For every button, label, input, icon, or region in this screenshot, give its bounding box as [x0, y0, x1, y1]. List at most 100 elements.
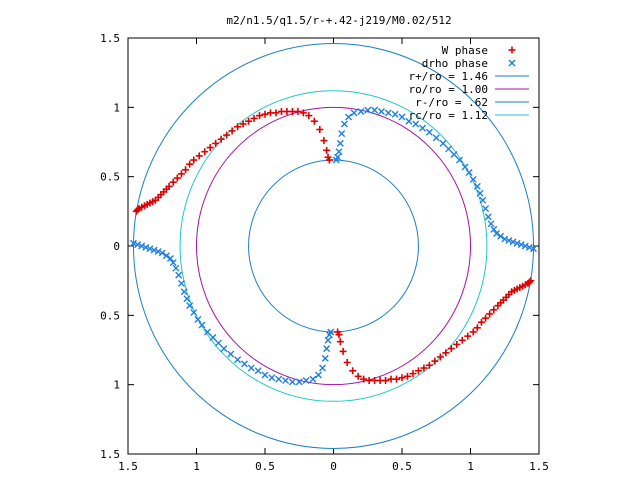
drho-phase-point — [261, 371, 269, 379]
y-tick-label: 1 — [113, 379, 120, 392]
w-phase-point — [234, 123, 242, 131]
w-phase-point — [173, 174, 181, 182]
w-phase-point — [325, 156, 333, 164]
w-phase-point — [316, 126, 324, 134]
drho-phase-point — [391, 110, 399, 118]
legend-label: rc/ro = 1.12 — [409, 109, 488, 122]
w-phase-point — [477, 318, 485, 326]
w-phase-point — [305, 112, 313, 120]
drho-phase-point — [172, 264, 180, 272]
circle-1 — [196, 106, 471, 386]
drho-phase-point — [364, 106, 372, 114]
drho-phase-point — [203, 328, 211, 336]
x-tick-label: 1 — [193, 460, 200, 473]
drho-phase-point — [282, 377, 290, 385]
drho-phase-point — [521, 242, 529, 250]
w-phase-point — [272, 109, 280, 117]
drho-phase-point — [384, 109, 392, 117]
w-phase-point — [409, 370, 417, 378]
drho-phase-point — [405, 117, 413, 125]
w-phase-point — [134, 206, 142, 214]
w-phase-point — [420, 364, 428, 372]
drho-phase-point — [476, 189, 484, 197]
drho-phase-point — [162, 252, 170, 260]
w-phase-point — [494, 302, 502, 310]
w-phase-point — [323, 146, 331, 154]
drho-phase-point — [357, 107, 365, 115]
w-phase-point — [469, 328, 477, 336]
drho-phase-point — [345, 113, 353, 121]
drho-phase-point — [425, 128, 433, 136]
w-phase-point — [458, 336, 466, 344]
drho-phase-point — [177, 279, 185, 287]
y-tick-label: 1 — [113, 101, 120, 114]
w-phase-point — [190, 156, 198, 164]
drho-phase-point — [335, 148, 343, 156]
legend-label: r-/ro = .62 — [415, 96, 488, 109]
w-phase-point — [245, 117, 253, 125]
w-phase-point — [310, 117, 318, 125]
drho-phase-point — [450, 150, 458, 158]
drho-phase-point — [473, 182, 481, 190]
drho-phase-point — [327, 328, 335, 336]
drho-phase-point — [150, 246, 158, 254]
drho-phase-point — [505, 236, 513, 244]
w-phase-point — [212, 139, 220, 147]
w-phase-point — [343, 358, 351, 366]
drho-phase-point — [336, 139, 344, 147]
w-phase-point — [195, 152, 203, 160]
drho-phase-point — [377, 107, 385, 115]
legend-label: W phase — [442, 44, 488, 57]
drho-phase-point — [332, 156, 340, 164]
w-phase-point — [239, 120, 247, 128]
drho-phase-point — [517, 241, 525, 249]
drho-phase-point — [340, 120, 348, 128]
drho-phase-point — [302, 377, 310, 385]
w-phase-point — [482, 314, 490, 322]
drho-phase-point — [525, 243, 533, 251]
drho-phase-point — [456, 156, 464, 164]
w-phase-point — [228, 127, 236, 135]
w-phase-point — [320, 137, 328, 145]
drho-phase-point — [180, 288, 188, 296]
drho-phase-point — [445, 145, 453, 153]
legend-label: r+/ro = 1.46 — [409, 70, 488, 83]
drho-phase-point — [194, 315, 202, 323]
chart-title: m2/n1.5/q1.5/r-+.42-j219/M0.02/512 — [226, 14, 451, 27]
phase-points — [129, 106, 538, 386]
drho-phase-point — [314, 371, 322, 379]
w-phase-point — [223, 131, 231, 139]
w-phase-point — [349, 367, 357, 375]
drho-phase-point — [234, 356, 242, 364]
drho-phase-point — [412, 120, 420, 128]
reference-circles — [132, 43, 535, 449]
drho-phase-point — [183, 295, 191, 303]
w-phase-point — [201, 148, 209, 156]
drho-phase-point — [419, 124, 427, 132]
drho-phase-point — [324, 336, 332, 344]
drho-phase-point — [247, 364, 255, 372]
w-phase-point — [250, 114, 258, 122]
y-tick-label: 1.5 — [100, 32, 120, 45]
w-phase-point — [403, 372, 411, 380]
w-phase-point — [206, 144, 214, 152]
drho-phase-point — [484, 213, 492, 221]
w-phase-point — [169, 178, 177, 186]
drho-phase-point — [166, 254, 174, 262]
x-tick-label: 1 — [467, 460, 474, 473]
w-phase-point — [339, 347, 347, 355]
w-phase-point — [261, 110, 269, 118]
drho-phase-point — [461, 163, 469, 171]
y-tick-label: 1.5 — [100, 448, 120, 461]
x-tick-label: 0.5 — [255, 460, 275, 473]
drho-phase-point — [129, 239, 137, 247]
drho-phase-point — [319, 364, 327, 372]
legend-label: ro/ro = 1.00 — [409, 83, 488, 96]
drho-phase-point — [490, 225, 498, 233]
drho-phase-point — [175, 271, 183, 279]
drho-phase-point — [254, 367, 262, 375]
y-tick-label: 0.5 — [100, 171, 120, 184]
drho-phase-point — [146, 245, 154, 253]
